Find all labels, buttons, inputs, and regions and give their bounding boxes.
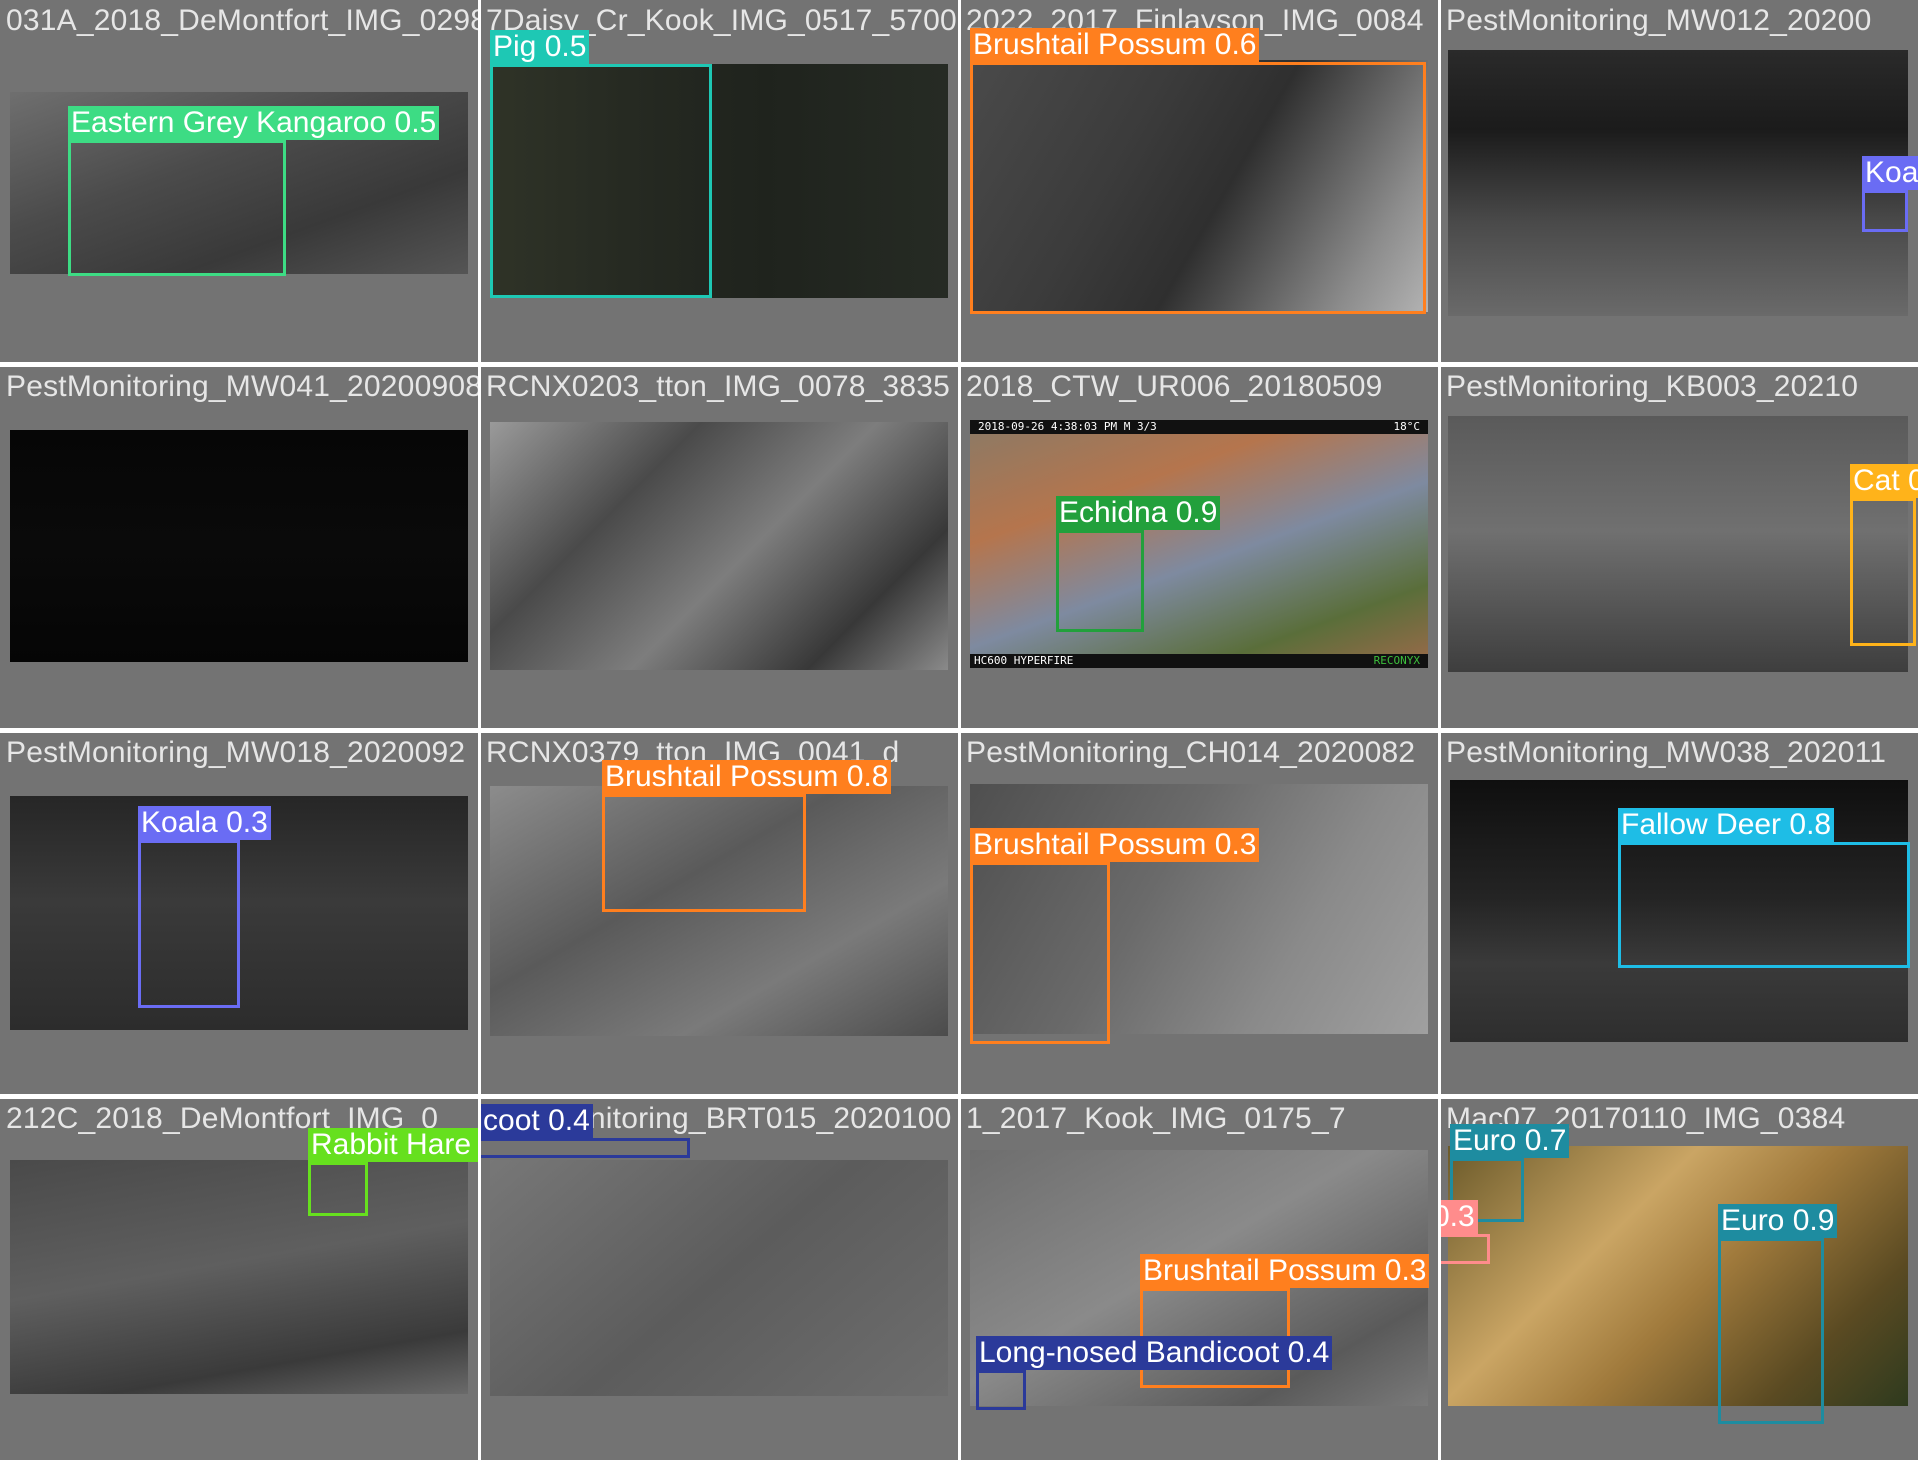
mosaic-tile: PestMonitoring_CH014_2020082 Brushtail Po… <box>960 732 1438 1094</box>
detection-box <box>602 794 806 912</box>
detection-label: Euro 0.7 <box>1450 1124 1570 1158</box>
camera-trap-photo <box>10 1160 468 1394</box>
mosaic-tile: PestMonitoring_MW041_20200908 <box>0 366 478 728</box>
image-filename: PestMonitoring_MW038_202011 <box>1446 736 1887 769</box>
image-filename: PestMonitoring_MW041_20200908 <box>6 370 478 403</box>
detection-box <box>480 1138 690 1158</box>
image-filename: PestMonitoring_MW018_2020092 <box>6 736 466 769</box>
detection-box <box>308 1162 368 1216</box>
mosaic-tile: Mac07_20170110_IMG_0384 Euro 0.7 Euro 0.9 0… <box>1440 1098 1918 1460</box>
mosaic-tile: PestMonitoring_KB003_20210 Cat 0.4 <box>1440 366 1918 728</box>
camera-trap-photo <box>1448 416 1908 672</box>
camera-trap-photo <box>490 422 948 670</box>
detection-label: Rabbit Hare 0.3 <box>308 1128 478 1162</box>
detection-label: Cat 0.4 <box>1850 464 1918 498</box>
detection-box <box>970 862 1110 1044</box>
camera-trap-photo <box>970 60 1428 312</box>
camera-brand: RECONYX <box>1373 654 1420 667</box>
camera-trap-photo <box>10 430 468 662</box>
grid-divider-horizontal <box>0 1097 1920 1099</box>
image-filename: PestMonitoring_KB003_20210 <box>1446 370 1859 403</box>
detection-label: ndicoot 0.4 <box>480 1104 593 1138</box>
detection-box <box>1862 190 1908 232</box>
detection-box <box>970 62 1426 314</box>
detection-label: Euro 0.9 <box>1718 1204 1838 1238</box>
mosaic-tile: 7Daisy_Cr_Kook_IMG_0517_5700 Pig 0.5 <box>480 0 958 362</box>
image-filename: 1_2017_Kook_IMG_0175_7 <box>966 1102 1346 1135</box>
mosaic-tile: RCNX0203_tton_IMG_0078_3835 <box>480 366 958 728</box>
mosaic-tile: PestMonitoring_BRT015_2020100ndicoot 0.4 <box>480 1098 958 1460</box>
detection-label: Koa <box>1862 156 1918 190</box>
image-filename: PestMonitoring_CH014_2020082 <box>966 736 1416 769</box>
camera-trap-photo: 2018-09-26 4:38:03 PM M 3/3 18°C HC600 HYP… <box>970 420 1428 668</box>
detection-label: Brushtail Possum 0.3 <box>1140 1254 1430 1288</box>
image-filename: 2018_CTW_UR006_20180509 <box>966 370 1383 403</box>
detection-label: Koala 0.3 <box>138 806 271 840</box>
image-filename: RCNX0203_tton_IMG_0078_3835 <box>486 370 951 403</box>
detection-box <box>138 840 240 1008</box>
mosaic-tile: PestMonitoring_MW012_20200 Koa <box>1440 0 1918 362</box>
detection-box <box>68 140 286 276</box>
detection-box <box>1440 1234 1490 1264</box>
camera-trap-photo <box>490 64 948 298</box>
camera-trap-photo <box>1448 1146 1908 1406</box>
image-filename: 031A_2018_DeMontfort_IMG_0298 <box>6 4 478 37</box>
detection-box <box>1450 1158 1524 1222</box>
detection-label: Echidna 0.9 <box>1056 496 1221 530</box>
mosaic-tile: 2018-09-26 4:38:03 PM M 3/3 18°C HC600 HYP… <box>960 366 1438 728</box>
image-filename: PestMonitoring_MW012_20200 <box>1446 4 1872 37</box>
detection-box <box>490 64 712 298</box>
detection-label: Brushtail Possum 0.3 <box>970 828 1260 862</box>
mosaic-tile: 1_2017_Kook_IMG_0175_7 Brushtail Possum 0… <box>960 1098 1438 1460</box>
detection-box <box>1056 530 1144 632</box>
mosaic-tile: PestMonitoring_MW018_2020092 Koala 0.3 <box>0 732 478 1094</box>
detection-box <box>1618 842 1910 968</box>
detection-box <box>1718 1238 1824 1424</box>
camera-model-bar: HC600 HYPERFIRE RECONYX <box>970 654 1428 668</box>
detection-box <box>976 1370 1026 1410</box>
grid-divider-horizontal <box>0 731 1920 733</box>
mosaic-tile: 031A_2018_DeMontfort_IMG_0298 Eastern Gre… <box>0 0 478 362</box>
detection-label: 0.3 <box>1440 1200 1478 1234</box>
mosaic-tile: 2022_2017_Finlayson_IMG_0084 Brushtail Po… <box>960 0 1438 362</box>
camera-timestamp-bar: 2018-09-26 4:38:03 PM M 3/3 18°C <box>970 420 1428 434</box>
detection-label: Pig 0.5 <box>490 30 590 64</box>
camera-trap-photo <box>1448 50 1908 316</box>
detection-label: Brushtail Possum 0.8 <box>602 760 892 794</box>
camera-trap-photo <box>970 784 1428 1034</box>
detection-label: Eastern Grey Kangaroo 0.5 <box>68 106 440 140</box>
detection-box <box>1850 498 1916 646</box>
detection-label: Fallow Deer 0.8 <box>1618 808 1835 842</box>
mosaic-tile: PestMonitoring_MW038_202011 Fallow Deer 0… <box>1440 732 1918 1094</box>
grid-divider-horizontal <box>0 365 1920 367</box>
camera-temperature: 18°C <box>1393 420 1421 433</box>
detection-label: Brushtail Possum 0.6 <box>970 28 1260 62</box>
camera-trap-photo <box>490 1160 948 1396</box>
detection-label: Long-nosed Bandicoot 0.4 <box>976 1336 1333 1370</box>
mosaic-tile: RCNX0379_tton_IMG_0041_d Brushtail Possum… <box>480 732 958 1094</box>
